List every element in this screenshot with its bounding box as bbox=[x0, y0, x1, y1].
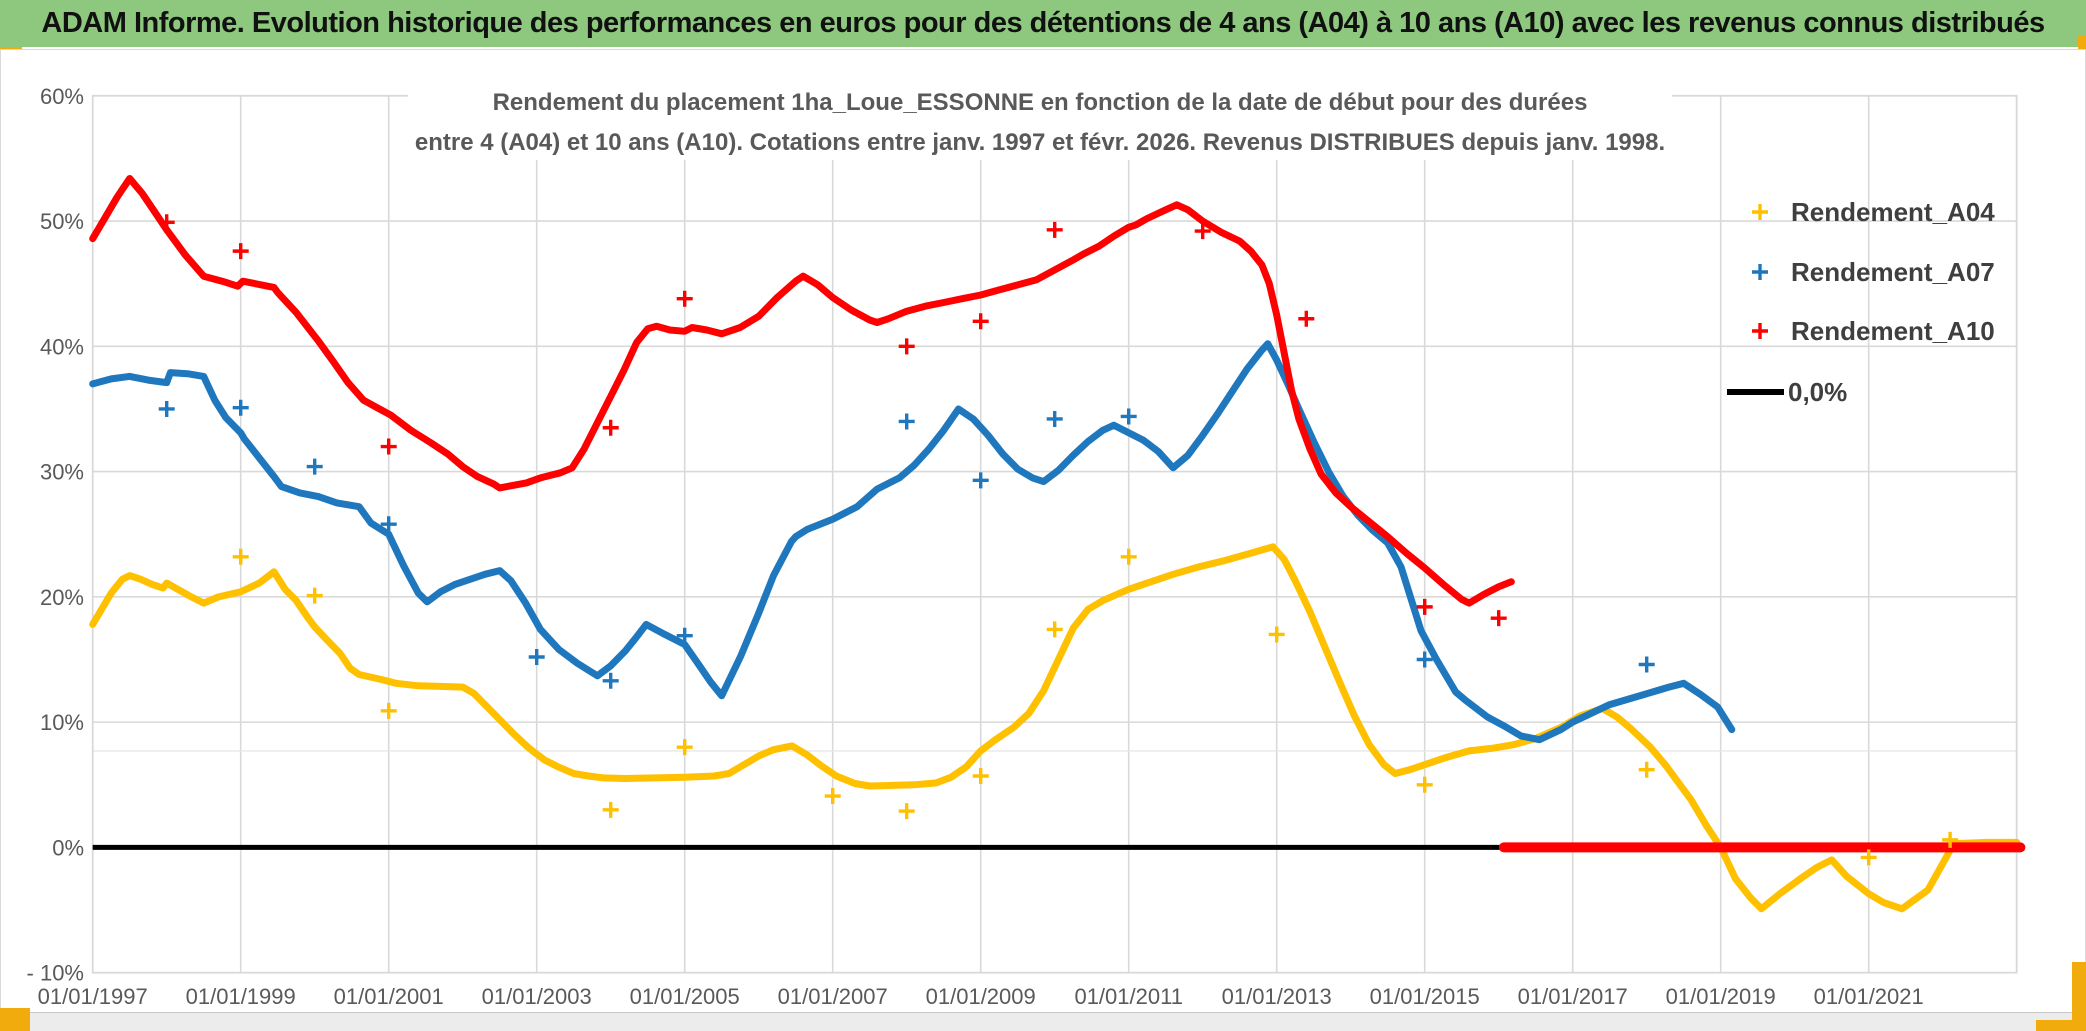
y-axis-tick-label: 50% bbox=[40, 209, 84, 234]
legend-item-label: Rendement_A04 bbox=[1791, 197, 1995, 227]
x-axis-tick-label: 01/01/2007 bbox=[778, 984, 888, 1009]
x-axis-tick-label: 01/01/1997 bbox=[38, 984, 148, 1009]
marker-plus-rendement_a07 bbox=[1638, 656, 1655, 673]
marker-plus-rendement_a07 bbox=[380, 516, 397, 533]
marker-plus-rendement_a10 bbox=[1194, 223, 1211, 240]
series-line-rendement_a04 bbox=[89, 543, 2021, 913]
x-axis-tick-label: 01/01/2013 bbox=[1222, 984, 1332, 1009]
marker-plus-rendement_a04 bbox=[602, 801, 619, 818]
legend-item-label: Rendement_A07 bbox=[1791, 257, 1995, 287]
marker-plus-rendement_a10 bbox=[602, 419, 619, 436]
y-axis-tick-label: 0% bbox=[52, 835, 84, 860]
x-axis-tick-label: 01/01/2017 bbox=[1518, 984, 1628, 1009]
x-axis-tick-label: 01/01/2003 bbox=[482, 984, 592, 1009]
marker-plus-rendement_a04 bbox=[676, 739, 693, 756]
marker-plus-rendement_a07 bbox=[1046, 410, 1063, 427]
marker-plus-rendement_a10 bbox=[898, 338, 915, 355]
x-axis-tick-label: 01/01/2001 bbox=[334, 984, 444, 1009]
chart-title-line-2: entre 4 (A04) et 10 ans (A10). Cotations… bbox=[415, 129, 1665, 156]
page-title: ADAM Informe. Evolution historique des p… bbox=[41, 7, 2045, 39]
accent-bottom-left bbox=[0, 1008, 30, 1031]
marker-plus-rendement_a04 bbox=[1638, 761, 1655, 778]
legend-item-rendement-a10[interactable]: Rendement_A10 bbox=[1752, 316, 1995, 346]
marker-plus-rendement_a07 bbox=[528, 648, 545, 665]
legend-item-label: 0,0% bbox=[1788, 377, 1847, 407]
marker-plus-rendement_a04 bbox=[1942, 831, 1959, 848]
x-axis-tick-label: 01/01/2011 bbox=[1074, 984, 1182, 1009]
header-title-bar: ADAM Informe. Evolution historique des p… bbox=[0, 0, 2086, 47]
marker-plus-rendement_a04 bbox=[306, 587, 323, 604]
legend-plus-marker bbox=[1752, 264, 1768, 280]
legend-item-label: Rendement_A10 bbox=[1791, 316, 1995, 346]
marker-plus-rendement_a04 bbox=[232, 548, 249, 565]
series-line-rendement_a10 bbox=[89, 175, 1515, 607]
x-axis-tick-label: 01/01/1999 bbox=[186, 984, 296, 1009]
marker-plus-rendement_a10 bbox=[676, 290, 693, 307]
y-axis-tick-label: 10% bbox=[40, 710, 84, 735]
x-axis-tick-label: 01/01/2021 bbox=[1814, 984, 1924, 1009]
marker-plus-rendement_a04 bbox=[898, 803, 915, 820]
series-line-rendement_a07 bbox=[89, 340, 1736, 744]
marker-plus-rendement_a07 bbox=[1416, 651, 1433, 668]
accent-bottom-right-vertical bbox=[2072, 962, 2086, 1031]
marker-plus-rendement_a07 bbox=[1120, 408, 1137, 425]
chart-title-backdrop bbox=[408, 84, 1672, 160]
marker-plus-rendement_a07 bbox=[602, 672, 619, 689]
marker-plus-rendement_a04 bbox=[380, 702, 397, 719]
marker-plus-rendement_a04 bbox=[1046, 621, 1063, 638]
marker-plus-rendement_a10 bbox=[1298, 310, 1315, 327]
y-axis-tick-label: 20% bbox=[40, 585, 84, 610]
marker-plus-rendement_a04 bbox=[1120, 548, 1137, 565]
legend-item-rendement-a07[interactable]: Rendement_A07 bbox=[1752, 257, 1995, 287]
y-axis-tick-label: - 10% bbox=[27, 961, 84, 986]
marker-plus-rendement_a04 bbox=[1268, 626, 1285, 643]
legend-item-rendement-a04[interactable]: Rendement_A04 bbox=[1752, 197, 1995, 227]
x-axis-tick-label: 01/01/2009 bbox=[926, 984, 1036, 1009]
marker-plus-rendement_a07 bbox=[898, 413, 915, 430]
chart-object-frame bbox=[0, 49, 2086, 1014]
marker-plus-rendement_a07 bbox=[158, 400, 175, 417]
marker-plus-rendement_a10 bbox=[158, 214, 175, 231]
marker-plus-rendement_a10 bbox=[1046, 221, 1063, 238]
marker-plus-rendement_a07 bbox=[676, 627, 693, 644]
accent-bottom-right-horizontal bbox=[2036, 1020, 2086, 1031]
marker-plus-rendement_a07 bbox=[306, 458, 323, 475]
marker-plus-rendement_a10 bbox=[1490, 610, 1507, 627]
marker-plus-rendement_a04 bbox=[1416, 776, 1433, 793]
x-axis-tick-label: 01/01/2005 bbox=[630, 984, 740, 1009]
marker-plus-rendement_a07 bbox=[972, 472, 989, 489]
y-axis-tick-label: 60% bbox=[40, 84, 84, 109]
accent-top-right bbox=[2078, 36, 2086, 56]
marker-plus-rendement_a04 bbox=[824, 788, 841, 805]
marker-plus-rendement_a10 bbox=[232, 243, 249, 260]
marker-plus-rendement_a04 bbox=[1860, 849, 1877, 866]
sheet-background-strip bbox=[0, 1012, 2086, 1031]
chart-title-line-1: Rendement du placement 1ha_Loue_ESSONNE … bbox=[493, 89, 1588, 116]
x-axis-tick-label: 01/01/2015 bbox=[1370, 984, 1480, 1009]
marker-plus-rendement_a07 bbox=[232, 399, 249, 416]
y-axis-tick-label: 40% bbox=[40, 334, 84, 359]
marker-plus-rendement_a10 bbox=[972, 313, 989, 330]
legend-plus-marker bbox=[1752, 323, 1768, 339]
x-axis-tick-label: 01/01/2019 bbox=[1666, 984, 1776, 1009]
marker-plus-rendement_a10 bbox=[380, 438, 397, 455]
marker-plus-rendement_a10 bbox=[1416, 598, 1433, 615]
y-axis-tick-label: 30% bbox=[40, 460, 84, 485]
legend-item-0-0-[interactable]: 0,0% bbox=[1727, 377, 1847, 407]
legend-plus-marker bbox=[1752, 204, 1768, 220]
marker-plus-rendement_a04 bbox=[972, 767, 989, 784]
